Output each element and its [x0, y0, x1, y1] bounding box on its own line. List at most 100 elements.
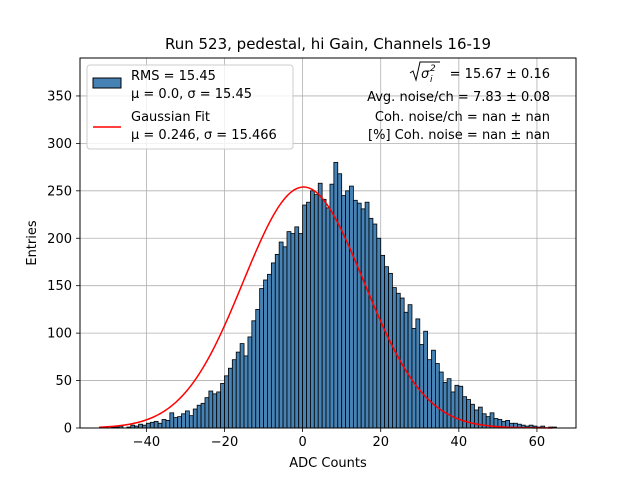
- histogram-bar: [388, 272, 393, 429]
- x-tick-label: −20: [211, 435, 238, 450]
- histogram-bar: [376, 237, 382, 429]
- histogram-bar: [306, 201, 311, 429]
- histogram-bar: [196, 404, 202, 429]
- histogram-bar: [364, 201, 370, 429]
- histogram-bar: [384, 266, 389, 429]
- histogram-bar: [153, 420, 159, 429]
- y-tick-label: 50: [55, 374, 72, 389]
- plot-frame: [79, 57, 577, 429]
- y-tick-label: 200: [47, 232, 72, 247]
- histogram-bar: [407, 304, 413, 429]
- stat-coh-noise: Coh. noise/ch = nan ± nan: [375, 110, 550, 125]
- histogram-bar: [185, 410, 190, 429]
- histogram-bar: [360, 208, 366, 429]
- histogram-bar: [317, 182, 323, 429]
- histogram-bar: [333, 161, 339, 429]
- stat-coh-noise-percent: [%] Coh. noise = nan ± nan: [368, 128, 550, 143]
- histogram-bar: [208, 390, 214, 429]
- svg-text:i: i: [430, 75, 433, 85]
- histogram-bar: [278, 241, 284, 429]
- histogram-bar: [247, 336, 253, 429]
- y-tick-label: 0: [64, 422, 72, 437]
- histogram-bar: [442, 382, 448, 429]
- x-axis-label: ADC Counts: [289, 456, 367, 471]
- x-tick-label: 0: [298, 435, 306, 450]
- histogram-bar: [356, 202, 362, 429]
- histogram-bar: [380, 254, 386, 429]
- y-tick-label: 150: [47, 279, 72, 294]
- histogram-bar: [313, 194, 319, 429]
- histogram-bar: [349, 185, 354, 429]
- histogram-bar: [337, 173, 343, 429]
- histogram-bar: [423, 330, 428, 429]
- legend-box: [86, 64, 294, 150]
- histogram-bar: [302, 204, 307, 429]
- legend-fit-line1: Gaussian Fit: [131, 110, 210, 125]
- histogram-bar: [438, 371, 444, 429]
- histogram-bar: [345, 190, 350, 429]
- y-tick-label: 100: [47, 327, 72, 342]
- histogram-bar: [270, 262, 276, 429]
- svg-text:σ: σ: [421, 67, 430, 82]
- histogram-bar: [165, 420, 171, 429]
- stat-avg-noise: Avg. noise/ch = 7.83 ± 0.08: [367, 90, 550, 105]
- x-tick-label: 20: [372, 435, 389, 450]
- histogram-bar: [181, 413, 186, 429]
- histogram-bar: [450, 391, 456, 429]
- histogram-bar: [415, 318, 421, 429]
- histogram-bar: [290, 233, 296, 429]
- stat-sigma: = 15.67 ± 0.16: [450, 67, 550, 82]
- histogram-bar: [235, 351, 241, 429]
- histogram-bar: [145, 422, 151, 429]
- svg-text:2: 2: [430, 64, 436, 74]
- histogram-bar: [458, 385, 464, 429]
- histogram-bar: [243, 355, 249, 429]
- histogram-bar: [392, 287, 397, 429]
- histogram-bar: [294, 226, 300, 429]
- histogram-bar: [173, 417, 179, 429]
- histogram-bar: [138, 423, 143, 429]
- histogram-bar: [274, 253, 280, 429]
- legend: RMS = 15.45 μ = 0.0, σ = 15.45 Gaussian …: [86, 64, 294, 150]
- histogram-bar: [427, 359, 432, 429]
- gaussian-fit-line: [99, 186, 553, 429]
- histogram-bar: [329, 183, 335, 429]
- y-tick-label: 250: [47, 184, 72, 199]
- histogram-bar: [212, 393, 218, 429]
- histogram-bar: [286, 231, 292, 429]
- histogram-bar: [462, 396, 468, 429]
- legend-fit-line2: μ = 0.246, σ = 15.466: [131, 128, 277, 143]
- histogram-bar: [298, 233, 304, 429]
- histogram-bar: [204, 397, 210, 429]
- histogram-bar: [282, 246, 288, 429]
- histogram-bar: [466, 399, 471, 429]
- y-axis-ticks: 0 50 100 150 200 250 300 350: [47, 89, 80, 437]
- legend-histogram-line2: μ = 0.0, σ = 15.45: [131, 87, 252, 102]
- histogram-bar: [177, 416, 182, 429]
- histogram-bar: [368, 217, 374, 429]
- histogram-bar: [352, 199, 358, 429]
- histogram-bar: [169, 412, 175, 429]
- histogram-bar: [188, 415, 194, 429]
- histogram-bar: [310, 190, 315, 429]
- histogram-bar: [157, 422, 163, 429]
- histogram-bar: [216, 391, 221, 429]
- histogram-bar: [259, 288, 264, 429]
- x-tick-label: −40: [133, 435, 160, 450]
- histogram-bar: [220, 383, 225, 429]
- sqrt-sigma-symbol: σ 2 i: [409, 61, 440, 85]
- y-axis-label: Entries: [25, 220, 40, 266]
- histogram-bar: [431, 349, 436, 429]
- chart-title: Run 523, pedestal, hi Gain, Channels 16-…: [165, 35, 491, 53]
- histogram-bar: [255, 309, 261, 429]
- histogram-bar: [267, 273, 272, 429]
- histogram-bar: [325, 207, 331, 429]
- histogram-bar: [239, 343, 245, 429]
- histogram-bar: [454, 384, 460, 429]
- histogram-bar: [474, 409, 479, 429]
- histogram-bar: [321, 198, 327, 429]
- x-axis-ticks: −40 −20 0 20 40 60: [133, 428, 545, 450]
- histogram-bar: [263, 279, 268, 429]
- histogram-bar: [435, 363, 440, 429]
